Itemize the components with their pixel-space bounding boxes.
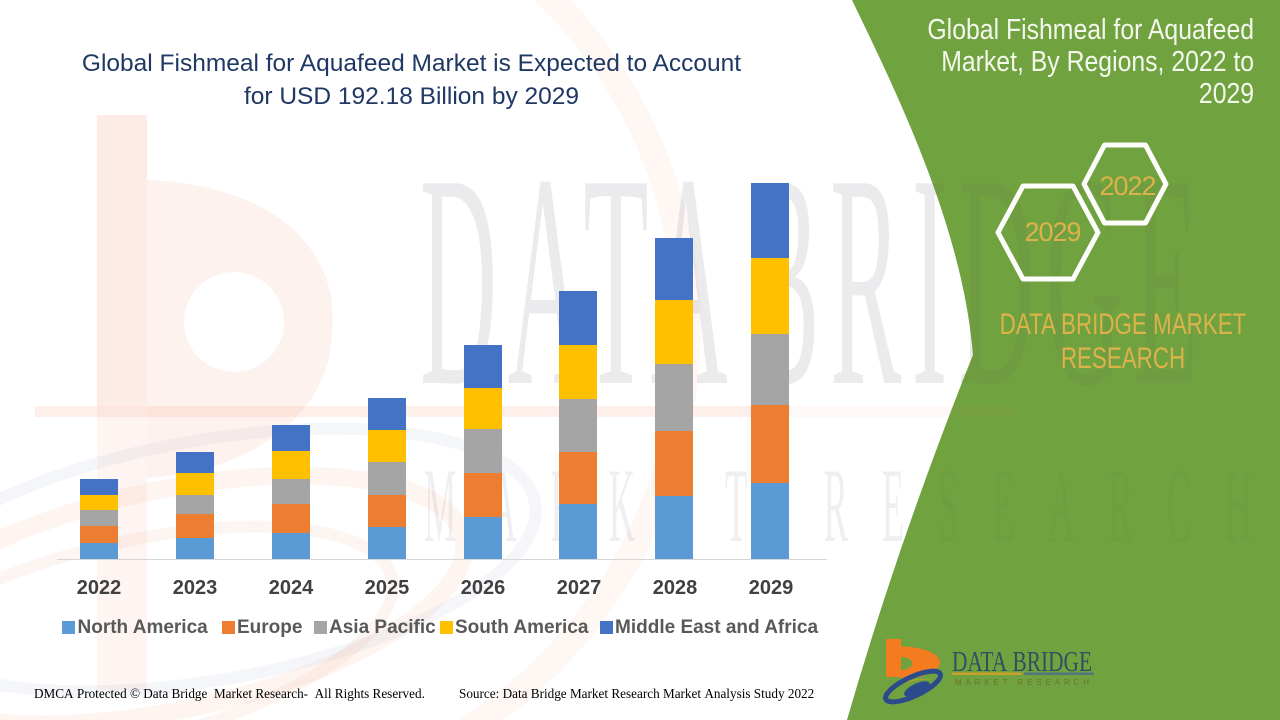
svg-text:2022: 2022	[1099, 171, 1155, 201]
svg-text:2029: 2029	[1024, 217, 1080, 247]
svg-text:MARKET RESEARCH: MARKET RESEARCH	[955, 678, 1093, 687]
